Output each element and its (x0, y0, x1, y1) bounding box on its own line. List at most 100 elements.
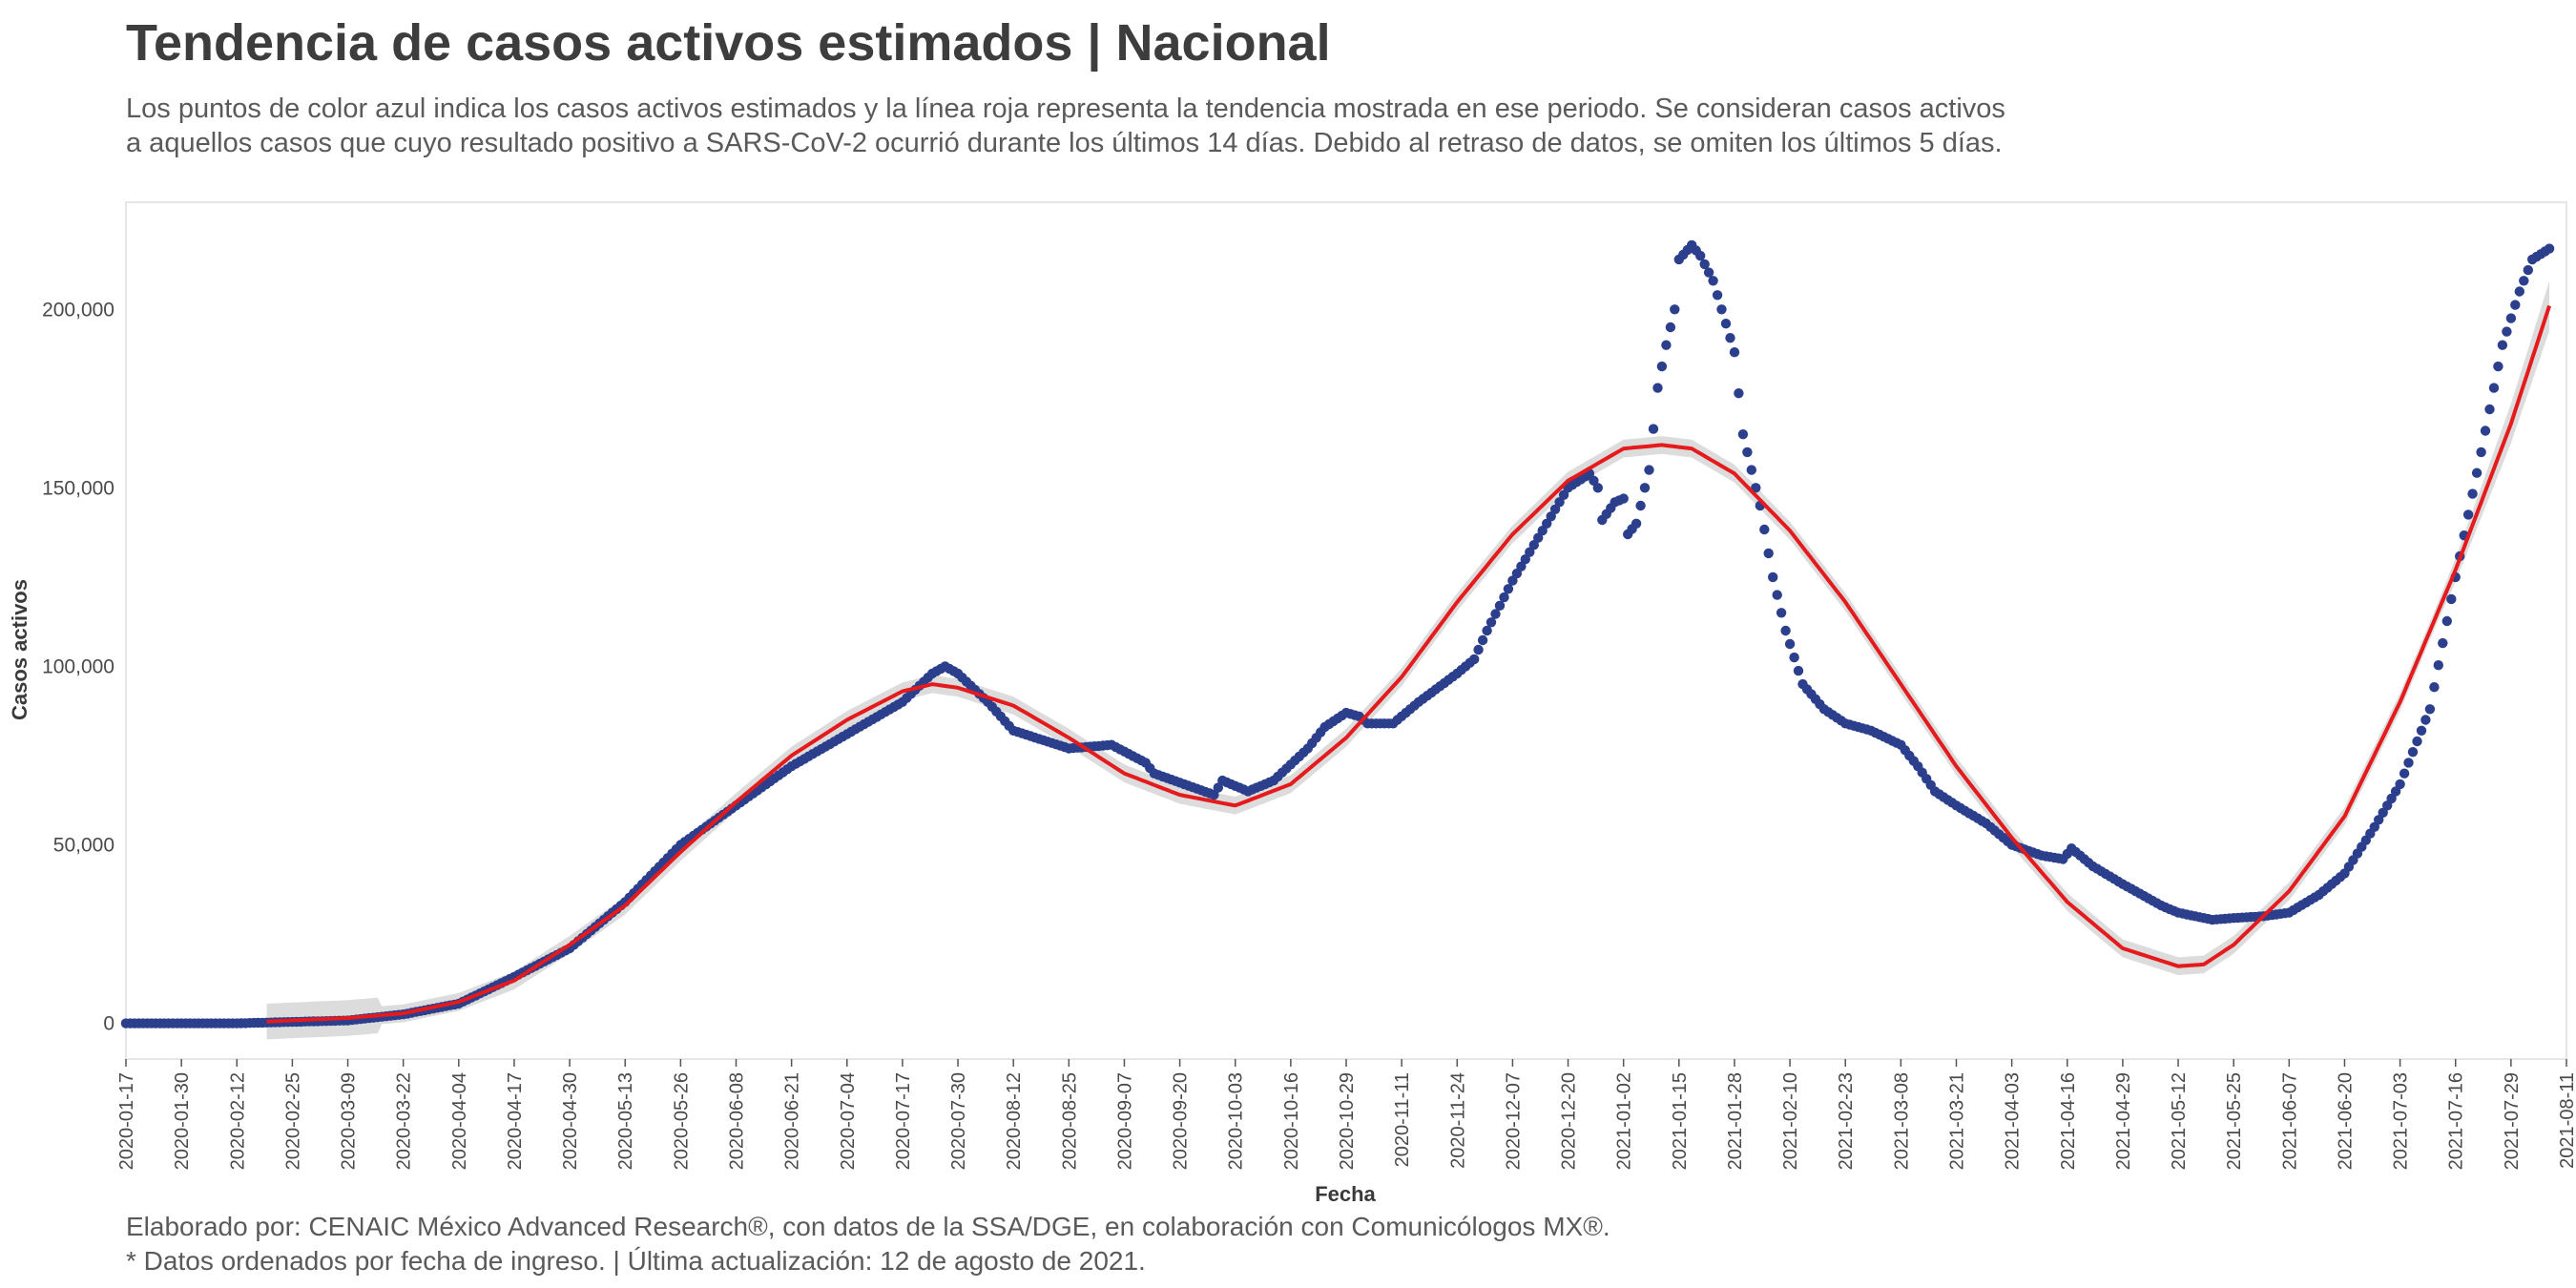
x-tick-label: 2020-11-11 (1392, 1072, 1413, 1167)
data-point (1482, 625, 1492, 636)
data-point (1469, 654, 1480, 665)
data-point (1635, 500, 1646, 511)
data-point (2523, 264, 2533, 276)
data-point (1703, 267, 1714, 278)
subtitle-line-1: Los puntos de color azul indica los caso… (126, 93, 2005, 124)
data-point (2467, 488, 2478, 499)
x-tick-label: 2021-01-15 (1670, 1072, 1691, 1170)
data-point (1772, 590, 1782, 600)
data-point (1213, 782, 1224, 793)
data-point (1549, 504, 1561, 514)
data-point (2378, 807, 2388, 818)
data-point (1494, 600, 1506, 611)
x-tick-label: 2020-04-04 (449, 1072, 470, 1170)
data-point (2480, 426, 2491, 436)
data-point (2395, 779, 2405, 790)
x-tick-label: 2020-03-09 (339, 1072, 360, 1170)
trend-layer (266, 304, 2552, 1024)
data-point (2433, 660, 2443, 671)
x-tick-label: 2021-04-16 (2058, 1072, 2079, 1170)
data-point (1589, 475, 1599, 486)
x-tick-label: 2021-08-11 (2557, 1072, 2576, 1169)
data-point (2416, 725, 2427, 736)
trend-line (266, 304, 2552, 1024)
y-tick-label: 200,000 (42, 299, 114, 321)
x-tick-label: 2020-03-22 (394, 1072, 415, 1170)
confidence-ribbon-layer (266, 280, 2550, 1040)
x-tick-label: 2020-01-17 (116, 1072, 137, 1170)
data-point (1618, 493, 1629, 504)
data-point (1652, 383, 1663, 393)
x-tick-label: 2020-05-26 (671, 1072, 692, 1170)
data-point (2484, 404, 2495, 415)
data-point (1639, 483, 1651, 493)
x-tick-label: 2020-11-24 (1447, 1072, 1468, 1169)
data-point (1631, 518, 1642, 529)
data-point (1503, 584, 1514, 594)
x-tick-label: 2020-10-16 (1281, 1072, 1302, 1170)
x-tick-label: 2021-07-29 (2502, 1072, 2523, 1170)
x-tick-label: 2021-03-21 (1947, 1072, 1968, 1170)
subtitle-line-2: a aquellos casos que cuyo resultado posi… (126, 128, 2003, 158)
x-tick-label: 2020-10-29 (1337, 1072, 1358, 1170)
data-point (2441, 615, 2452, 627)
data-point (1490, 609, 1501, 619)
footer-credit: Elaborado por: CENAIC México Advanced Re… (126, 1212, 1610, 1241)
x-tick-label: 2020-02-25 (282, 1072, 303, 1170)
x-tick-label: 2021-05-12 (2169, 1072, 2190, 1170)
x-tick-label: 2021-07-03 (2391, 1072, 2412, 1170)
data-point (1734, 388, 1744, 399)
y-axis-title: Casos activos (8, 579, 31, 720)
data-point (1477, 634, 1488, 646)
x-tick-label: 2020-12-20 (1559, 1072, 1580, 1170)
data-point (2424, 704, 2436, 715)
data-point (1708, 276, 1718, 286)
data-point (1699, 259, 1710, 270)
data-point (1528, 540, 1540, 551)
data-point (1473, 644, 1484, 655)
data-point (2471, 467, 2483, 478)
data-point (2429, 682, 2440, 693)
data-point (2420, 715, 2431, 725)
data-point (2438, 637, 2448, 649)
x-tick-label: 2020-09-20 (1171, 1072, 1192, 1170)
chart-title: Tendencia de casos activos estimados | N… (126, 14, 1331, 72)
data-point (1670, 304, 1680, 315)
data-point (2510, 300, 2521, 310)
data-point (1793, 665, 1804, 676)
y-tick-label: 150,000 (42, 477, 114, 499)
x-tick-label: 2021-05-25 (2224, 1072, 2245, 1170)
data-point (1644, 465, 1654, 475)
confidence-ribbon (266, 280, 2550, 1040)
y-tick-label: 50,000 (53, 835, 114, 857)
data-point (1789, 652, 1799, 663)
x-tick-label: 2020-12-07 (1503, 1072, 1524, 1170)
data-point (1720, 319, 1732, 329)
data-point (1776, 608, 1787, 618)
data-point (1737, 429, 1749, 440)
data-point (2462, 509, 2474, 520)
plot-area (125, 201, 2567, 1060)
data-point (1520, 554, 1531, 565)
chart-footer: Elaborado por: CENAIC México Advanced Re… (126, 1210, 1610, 1278)
data-point (1546, 511, 1556, 522)
x-tick-label: 2020-05-13 (615, 1072, 636, 1170)
x-tick-label: 2020-04-17 (505, 1072, 526, 1170)
data-point (1554, 497, 1565, 508)
data-point (1759, 524, 1770, 535)
data-point (1784, 638, 1796, 650)
data-point (1695, 250, 1706, 261)
data-point (2386, 793, 2397, 804)
x-tick-label: 2021-02-10 (1780, 1072, 1801, 1170)
data-point (1516, 561, 1527, 571)
x-tick-label: 2020-04-30 (560, 1072, 581, 1170)
data-point (1499, 592, 1509, 603)
data-point (1209, 789, 1219, 800)
x-axis-ticks: 2020-01-17 2020-01-30 2020-02-12 2020-02-25… (116, 1059, 2576, 1170)
data-point (1533, 532, 1544, 543)
data-point (2502, 326, 2512, 337)
x-tick-label: 2020-07-04 (838, 1072, 859, 1170)
data-point (2412, 736, 2422, 747)
x-tick-label: 2021-02-23 (1836, 1072, 1857, 1170)
